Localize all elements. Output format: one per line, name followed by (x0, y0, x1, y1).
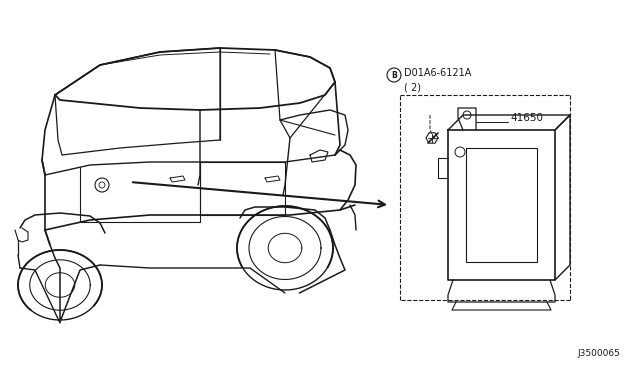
Text: 41650: 41650 (510, 113, 543, 123)
Text: D01A6-6121A: D01A6-6121A (404, 68, 472, 78)
Text: J3500065: J3500065 (577, 349, 620, 358)
Text: ( 2): ( 2) (404, 82, 421, 92)
Text: B: B (391, 71, 397, 80)
